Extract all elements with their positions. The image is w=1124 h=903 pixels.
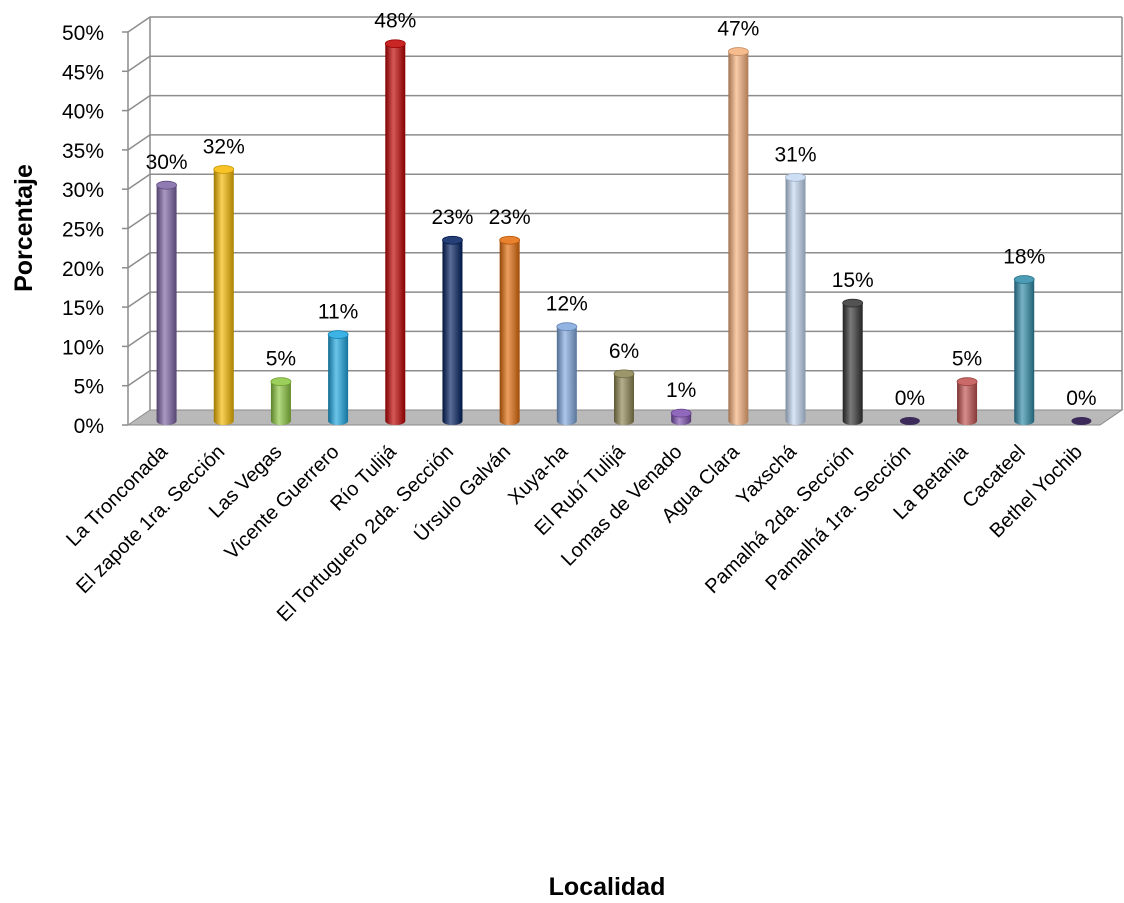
data-label: 31% [775,143,817,166]
y-tick-label: 30% [62,179,104,202]
bar [156,180,177,425]
y-tick-label: 35% [62,140,104,163]
data-labels: 30% 32% 5% 11% 48% 23% 23% 12% 6% 1% 47% 31% 15% 0% 5%… [146,10,1097,410]
y-tick-label: 15% [62,297,104,320]
data-label: 48% [374,10,416,33]
data-label: 18% [1003,246,1045,269]
bar [384,39,406,425]
data-label: 11% [318,301,358,324]
bar [785,172,806,425]
y-tick-label: 5% [74,376,104,399]
y-tick-label: 20% [62,258,104,281]
data-label: 47% [717,18,759,41]
x-tick-label: Úrsulo Galván [409,440,515,546]
gridline [127,55,1122,72]
data-label: 0% [895,387,925,410]
data-label: 30% [146,151,188,174]
bar [213,165,235,425]
bar [899,417,920,425]
bar [270,377,292,425]
bar [670,408,692,425]
data-label: 1% [666,379,696,402]
y-tick-label: 50% [62,22,104,45]
data-label: 12% [546,293,588,316]
gridline [127,252,1122,269]
x-tick-label: La Tronconada [62,440,173,551]
bars [156,39,1092,426]
x-axis-title: Localidad [549,873,666,901]
data-label: 23% [431,206,473,229]
bar [613,369,635,425]
bar [327,330,349,425]
gridline [127,291,1122,308]
bar [1013,275,1035,426]
gridline [127,16,1122,33]
bar [727,47,749,425]
gridline [127,212,1122,230]
data-label: 23% [489,206,531,229]
y-tick-label: 0% [74,415,104,438]
bar [556,322,578,425]
y-axis-ticks: 0% 5% 10% 15% 20% 25% 30% 35% 40% 45% 50% [62,22,104,438]
bar [499,235,521,425]
data-label: 0% [1066,387,1096,410]
data-label: 32% [203,135,245,158]
y-tick-label: 45% [62,61,104,84]
y-axis-title: Porcentaje [10,164,38,292]
bar [842,298,864,425]
y-tick-label: 40% [62,101,104,124]
y-tick-label: 10% [62,336,104,359]
y-tick-label: 25% [62,219,104,242]
data-label: 5% [952,348,982,371]
gridline [127,94,1122,112]
data-label: 5% [266,348,296,371]
data-label: 15% [832,269,874,292]
gridline [127,173,1122,190]
gridline [127,134,1122,151]
bar [956,377,978,425]
data-label: 6% [609,340,639,363]
bar [1071,417,1092,425]
bar [442,235,463,425]
